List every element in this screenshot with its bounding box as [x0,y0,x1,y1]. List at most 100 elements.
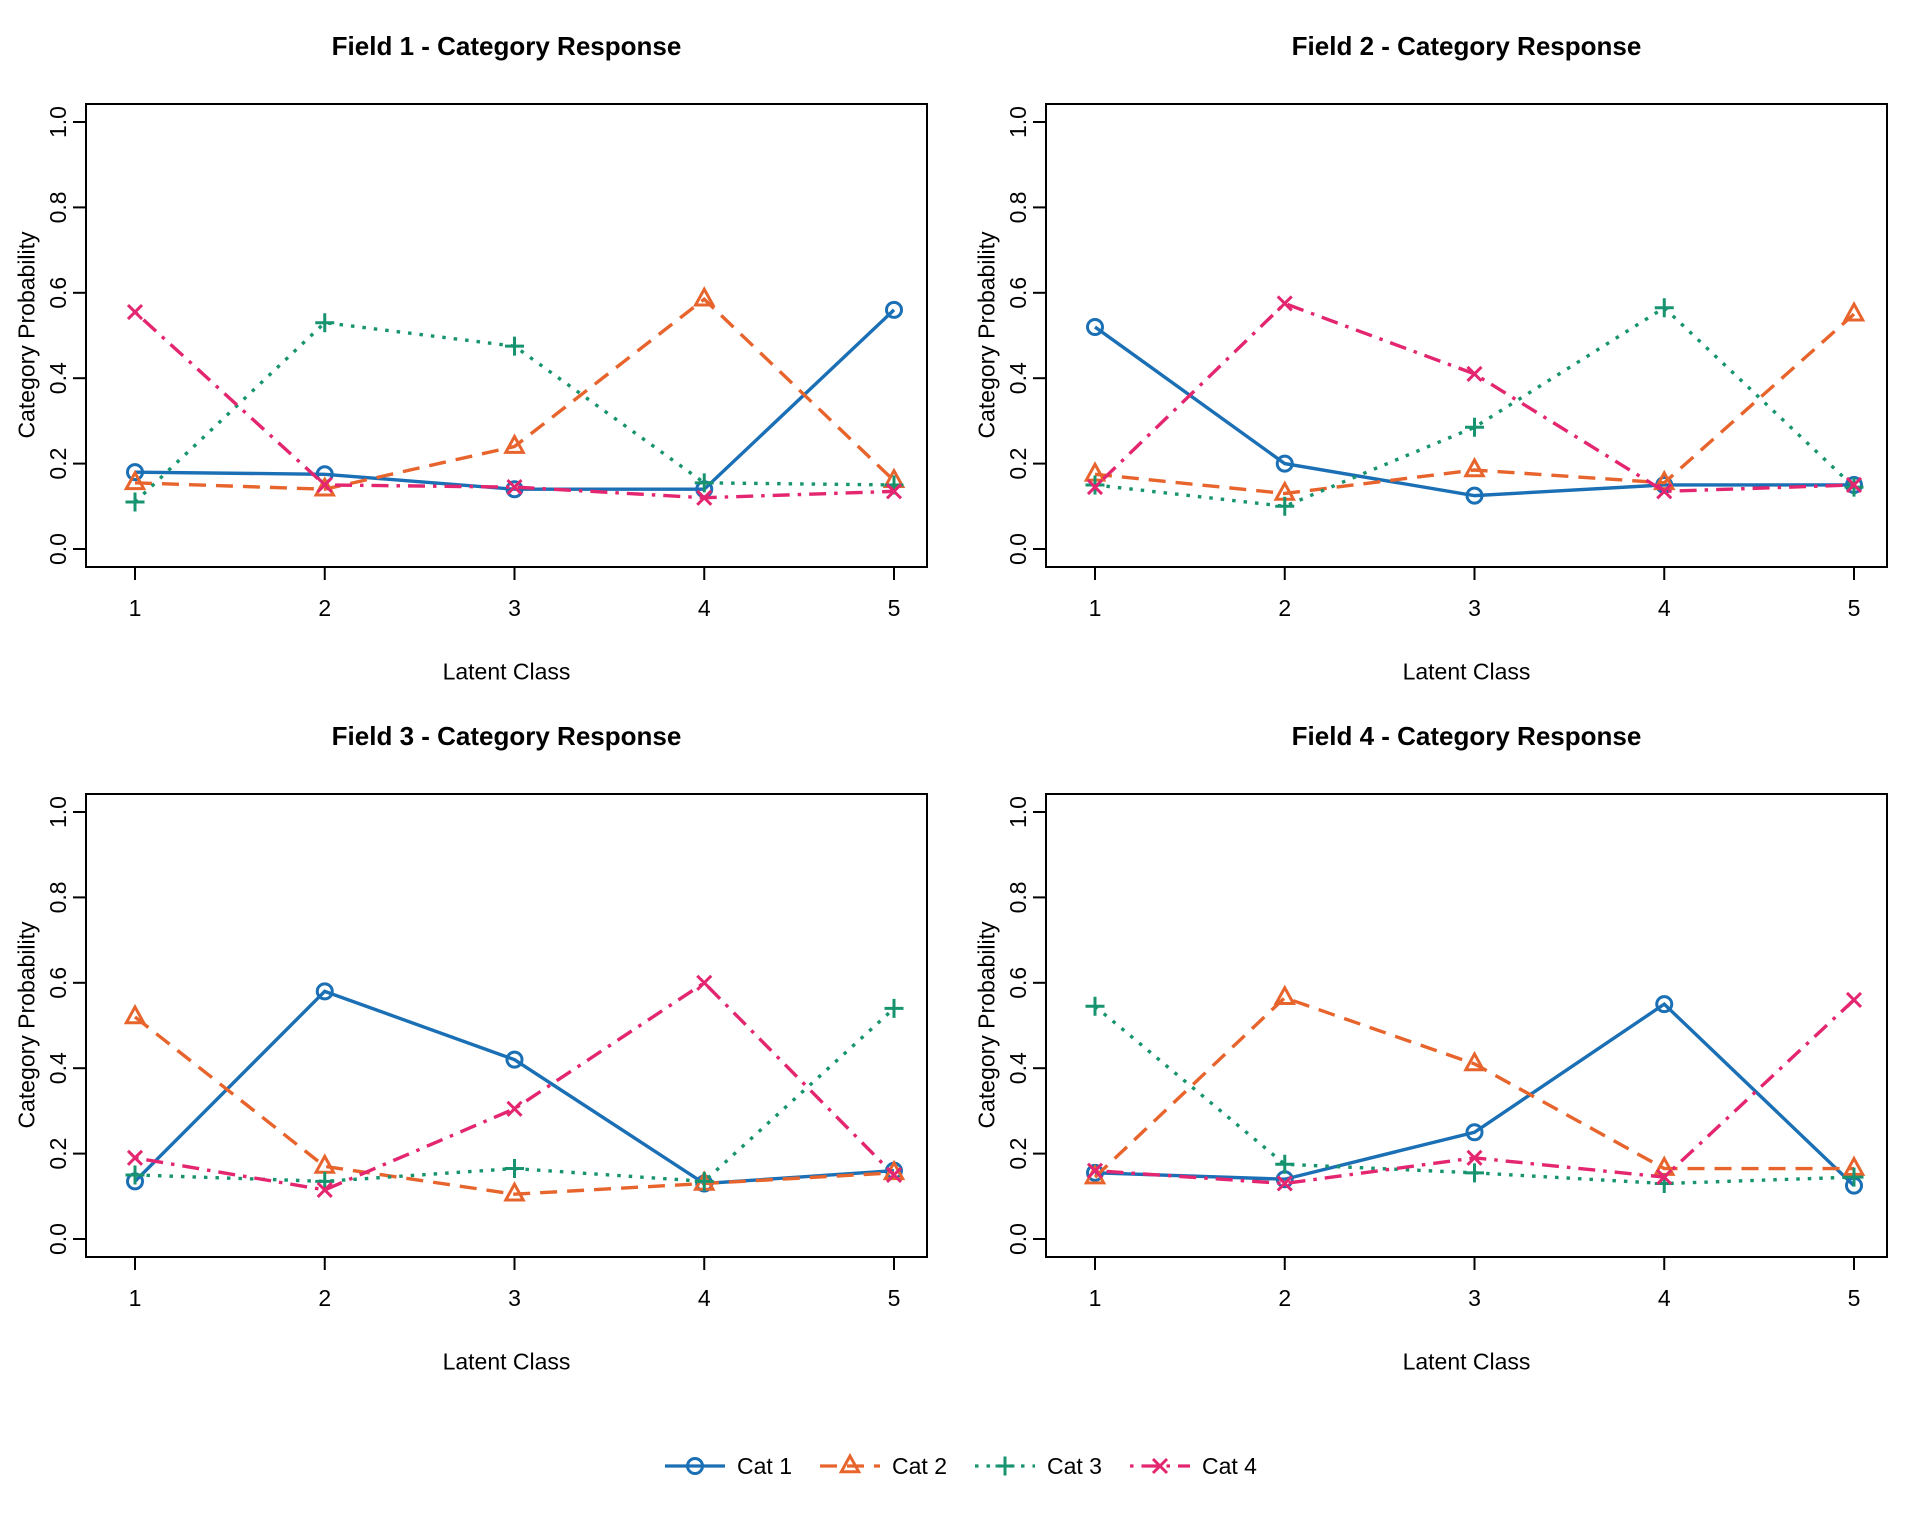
y-tick-label: 0.2 [1005,1138,1031,1170]
series-line [1093,995,1854,1179]
y-tick-label: 0.2 [45,448,71,480]
x-marker [1276,1175,1293,1192]
chart-title-field-2: Field 2 - Category Response [1291,31,1642,61]
series-line [133,320,895,504]
y-tick-label: 0.6 [45,967,71,999]
circle-marker [1275,454,1294,473]
legend-label-cat-3: Cat 3 [1047,1452,1102,1479]
x-marker [696,489,713,506]
triangle-marker [1653,469,1676,491]
x-axis-label: Latent Class [1402,658,1531,685]
circle-marker [126,463,144,482]
x-tick-label: 3 [508,595,521,621]
x-marker [885,1166,903,1184]
plus-marker [1465,1163,1484,1183]
legend: Cat 1 Cat 2 Cat 3 Cat 4 [0,1438,1920,1494]
legend-item-cat-2: Cat 2 [818,1453,947,1480]
x-marker [1466,1149,1483,1166]
legend-label-cat-1: Cat 1 [737,1452,793,1479]
circle-marker [315,982,334,1001]
x-tick-label: 5 [1848,595,1861,621]
legend-item-cat-1: Cat 1 [663,1453,792,1480]
y-axis-label: Category Probability [973,921,1000,1129]
y-tick-label: 0.2 [1005,448,1031,480]
plus-marker [995,1456,1015,1476]
circle-marker [1465,1123,1484,1142]
plus-marker [125,492,145,512]
legend-label-cat-2: Cat 2 [892,1452,947,1479]
triangle-marker [1463,456,1486,478]
x-marker [126,1149,144,1166]
series-line [134,308,896,491]
circle-marker [505,1050,524,1069]
axes: 1 2 3 4 5 0.0 0.2 0.4 0.6 0.8 1.0 [1005,103,1888,621]
series-line [133,310,895,500]
y-tick-label: 0.8 [1005,881,1031,913]
y-tick-label: 0.0 [1005,1223,1031,1255]
plus-marker [125,1165,145,1185]
x-tick-label: 1 [129,1285,142,1311]
triangle-marker [1273,984,1296,1006]
circle-marker [885,300,903,319]
triangle-marker [1463,1050,1486,1072]
circle-marker [686,1457,705,1475]
plot-frame [85,103,928,568]
triangle-marker [503,1181,526,1202]
x-marker [1086,479,1104,496]
series-cat-4 [1086,295,1863,500]
y-axis-label: Category Probability [973,231,1000,439]
plus-marker [694,1171,714,1191]
plus-marker [315,1171,335,1191]
axes: 1 2 3 4 5 0.0 0.2 0.4 0.6 0.8 1.0 [45,793,928,1311]
triangle-marker [313,476,336,497]
x-tick-label: 2 [318,1285,331,1311]
series-cat-2 [123,286,906,497]
triangle-marker [693,286,716,307]
plus-marker [1654,298,1674,318]
triangle-marker [503,433,526,454]
chart-title-field-1: Field 1 - Category Response [331,31,682,61]
x-marker [1656,483,1673,500]
triangle-marker [313,1153,336,1174]
series-cat-2 [1083,301,1866,501]
x-tick-label: 2 [1278,1285,1291,1311]
plus-marker [884,998,904,1018]
y-tick-label: 0.0 [45,1223,71,1255]
chart-field-3-plot: 1 2 3 4 5 0.0 0.2 0.4 0.6 0.8 1.0 [45,793,928,1311]
series-line [133,989,895,1186]
series-line [133,1015,895,1196]
panel-field-2: Field 2 - Category Response 1 2 3 4 5 0.0 0.2 0… [960,0,1920,690]
x-marker [1845,991,1863,1008]
x-tick-label: 1 [1089,595,1102,621]
series-line [134,1007,896,1184]
y-tick-label: 0.4 [45,362,71,394]
triangle-marker [838,1453,862,1474]
panel-field-1: Field 1 - Category Response 1 2 3 4 5 0.0 0.2 0… [0,0,960,690]
circle-marker [1086,317,1104,336]
x-marker [1276,295,1293,312]
y-tick-label: 0.0 [45,533,71,565]
y-tick-label: 0.8 [45,191,71,223]
triangle-marker [123,469,147,491]
series-line [1094,1001,1856,1187]
x-tick-label: 4 [1658,1285,1671,1311]
x-marker [885,483,903,500]
y-tick-label: 0.2 [45,1138,71,1170]
x-marker [1151,1457,1169,1475]
x-tick-label: 1 [129,595,142,621]
y-tick-label: 0.0 [1005,533,1031,565]
circle-marker [505,480,524,499]
x-tick-label: 3 [1468,1285,1481,1311]
legend-item-cat-3: Cat 3 [973,1453,1102,1480]
series-cat-3 [1085,298,1864,516]
chart-grid: Field 1 - Category Response 1 2 3 4 5 0.0 0.2 0… [0,0,1920,1380]
series-line [1093,301,1855,494]
y-tick-label: 0.8 [1005,191,1031,223]
series-line [1094,305,1856,509]
panel-field-3: Field 3 - Category Response 1 2 3 4 5 0.0 0.2 0… [0,690,960,1380]
series-line [134,296,896,491]
x-marker [1466,365,1483,382]
x-axis-label: Latent Class [1402,1348,1531,1375]
y-tick-label: 0.6 [1005,967,1031,999]
y-axis-label: Category Probability [13,921,40,1129]
